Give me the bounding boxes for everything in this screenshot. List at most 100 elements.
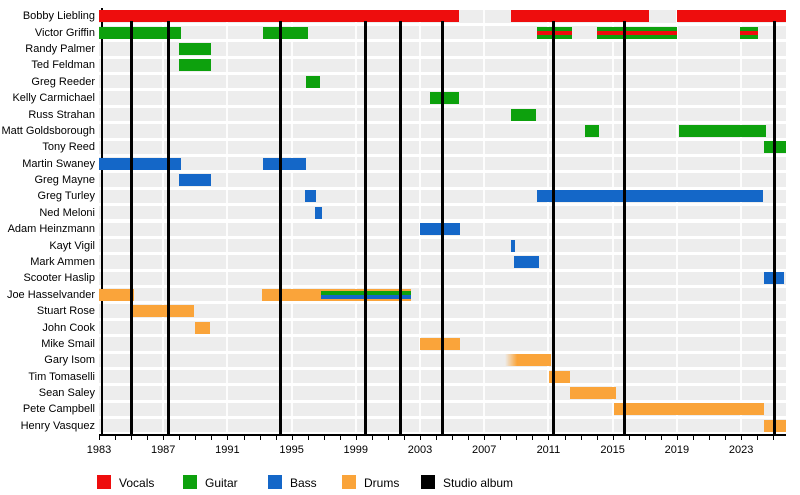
member-name-label: Martin Swaney [22, 157, 95, 170]
axis-tick [452, 435, 454, 440]
axis-tick [211, 435, 213, 440]
studio-album-line [167, 21, 171, 434]
timeline-start-line [101, 8, 103, 434]
axis-tick [468, 435, 470, 440]
timeline-bar [262, 157, 306, 170]
axis-tick [725, 435, 726, 440]
member-name-label: Tony Reed [42, 141, 95, 154]
axis-tick [548, 435, 550, 440]
axis-tick [387, 435, 389, 440]
member-name-label: Sean Saley [38, 387, 95, 399]
axis-year-label: 2003 [407, 444, 433, 456]
year-gridline [419, 8, 421, 434]
legend-label: Vocals [119, 476, 155, 490]
year-gridline [226, 8, 229, 434]
axis-tick [404, 435, 405, 440]
timeline-bar [304, 190, 316, 203]
studio-album-line [623, 21, 627, 434]
timeline-bar [510, 10, 650, 23]
axis-tick [564, 435, 566, 440]
axis-tick [692, 435, 694, 440]
timeline-bar [262, 26, 309, 39]
timeline-bar [99, 10, 460, 23]
axis-tick [99, 435, 100, 440]
legend-label: Drums [364, 476, 400, 490]
timeline-bar [261, 288, 322, 301]
axis-tick [420, 435, 421, 440]
axis-tick [484, 435, 486, 440]
legend-item-drums: Drums [342, 475, 482, 491]
axis-year-label: 1991 [215, 444, 240, 456]
axis-tick [436, 435, 438, 440]
axis-year-label: 1995 [279, 444, 304, 456]
axis-tick [195, 435, 197, 440]
member-name-label: Mark Ammen [30, 256, 95, 268]
timeline-bar [570, 387, 616, 399]
studio-album-line [399, 21, 403, 434]
axis-tick [741, 435, 743, 440]
timeline-bar [678, 124, 766, 137]
axis-tick [339, 435, 341, 440]
timeline-bar [614, 403, 765, 416]
member-name-label: Joe Hasselvander [6, 288, 95, 301]
member-name-label: Kelly Carmichael [12, 92, 95, 105]
axis-year-label: 2015 [600, 444, 625, 456]
timeline-bar [510, 239, 516, 252]
member-name-label: Kayt Vigil [49, 239, 95, 252]
axis-tick [227, 435, 229, 440]
year-gridline [483, 8, 486, 434]
timeline-bar [195, 321, 211, 334]
axis-tick [163, 435, 165, 440]
studio-album-line [130, 21, 134, 434]
year-gridline [611, 8, 614, 434]
timeline-bar [596, 26, 677, 39]
timeline-bar [314, 206, 323, 219]
timeline-bar [179, 174, 212, 186]
timeline-bar [429, 92, 460, 105]
member-name-label: Ned Meloni [39, 206, 95, 219]
axis-tick [243, 435, 245, 440]
member-name-label: Greg Reeder [31, 75, 95, 88]
member-name-label: Pete Campbell [22, 403, 95, 416]
axis-tick [115, 435, 117, 440]
member-name-label: Stuart Rose [36, 305, 95, 318]
legend-swatch-guitar [183, 475, 197, 489]
axis-tick [532, 435, 534, 440]
timeline-bar [99, 157, 181, 170]
member-name-label: Henry Vasquez [20, 419, 95, 432]
axis-tick [516, 435, 518, 440]
timeline-bar [131, 305, 195, 318]
axis-tick [147, 435, 149, 440]
axis-tick [131, 435, 133, 440]
timeline-bar [306, 75, 320, 88]
axis-year-label: 2011 [536, 444, 561, 456]
axis-tick [773, 435, 775, 440]
timeline-bar [585, 124, 599, 137]
timeline-bar [99, 288, 135, 301]
member-name-label: Scooter Haslip [23, 272, 95, 285]
axis-tick [596, 435, 598, 440]
axis-tick [612, 435, 614, 440]
axis-year-label: 1983 [86, 444, 112, 456]
axis-tick [709, 435, 710, 440]
axis-year-label: 2007 [471, 444, 497, 456]
x-axis-line [99, 434, 786, 436]
axis-tick [757, 435, 759, 440]
member-name-label: Greg Turley [37, 190, 95, 203]
axis-year-label: 2023 [728, 444, 754, 456]
axis-tick [275, 435, 277, 440]
timeline-bar [179, 43, 211, 55]
member-name-label: Adam Heinzmann [7, 223, 95, 236]
axis-tick [580, 435, 582, 440]
year-gridline [547, 8, 550, 434]
member-name-label: Greg Mayne [34, 174, 95, 186]
legend-swatch-studio_album [421, 475, 435, 489]
axis-tick [323, 435, 325, 440]
axis-year-label: 2019 [664, 444, 690, 456]
axis-tick [259, 435, 261, 440]
timeline-bar [420, 223, 461, 236]
timeline-bar [179, 59, 212, 72]
studio-album-line [441, 21, 444, 434]
member-name-label: Gary Isom [44, 354, 95, 367]
